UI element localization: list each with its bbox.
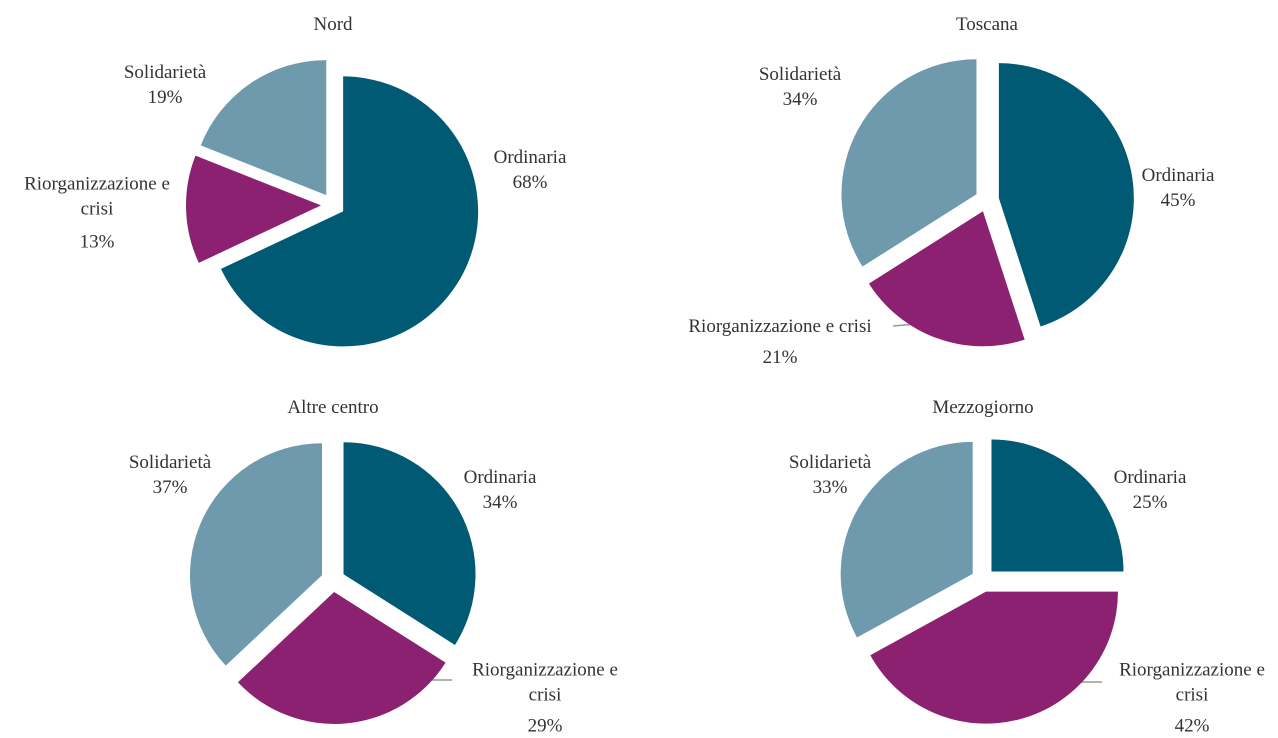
value-label: 33%: [812, 477, 848, 498]
value-label: 19%: [147, 87, 183, 108]
value-label: 34%: [482, 492, 518, 513]
pie-slice: [220, 76, 479, 347]
slice-label: Solidarietà 19%: [80, 60, 250, 110]
category-label: Riorganizzazione e crisi: [1119, 659, 1265, 706]
value-label: 29%: [527, 715, 563, 737]
slice-label: Ordinaria 45%: [1093, 163, 1263, 213]
slice-label: Riorganizzazione e crisi 13%: [10, 172, 185, 255]
slice-label: Solidarietà 33%: [745, 450, 915, 500]
pie-slice: [186, 155, 322, 263]
pie-slice: [868, 211, 1025, 347]
category-label: Ordinaria: [463, 467, 537, 488]
category-label: Riorganizzazione e crisi: [24, 173, 170, 220]
value-label: 45%: [1160, 190, 1196, 211]
pie-slice: [998, 63, 1134, 327]
category-label: Solidarietà: [758, 64, 842, 85]
pie-slice: [840, 441, 973, 638]
slice-label: Ordinaria 68%: [445, 145, 615, 195]
category-label: Ordinaria: [493, 147, 567, 168]
category-label: Solidarietà: [123, 62, 207, 83]
category-label: Riorganizzazione e crisi: [472, 659, 618, 706]
value-label: 25%: [1132, 492, 1168, 513]
slice-label: Ordinaria 34%: [415, 465, 585, 515]
value-label: 21%: [762, 347, 798, 368]
chart-title: Mezzogiorno: [932, 397, 1034, 418]
pie-slice: [870, 591, 1118, 724]
chart-title: Altre centro: [287, 397, 379, 418]
chart-title: Nord: [313, 14, 353, 35]
category-label: Solidarietà: [128, 452, 212, 473]
category-label: Solidarietà: [788, 452, 872, 473]
category-label: Ordinaria: [1141, 165, 1215, 186]
pie-slice: [841, 59, 977, 267]
pie-slice: [189, 443, 322, 666]
slice-label: Riorganizzazione e crisi 42%: [1105, 658, 1278, 738]
slice-label: Solidarietà 37%: [85, 450, 255, 500]
chart-title: Toscana: [956, 14, 1018, 35]
pie-slice: [200, 60, 327, 196]
slice-label: Solidarietà 34%: [715, 62, 885, 112]
value-label: 42%: [1174, 715, 1210, 737]
category-label: Ordinaria: [1113, 467, 1187, 488]
slice-label: Riorganizzazione e crisi 29%: [458, 658, 633, 738]
pie-slice: [991, 439, 1124, 572]
value-label: 34%: [782, 89, 818, 110]
value-label: 68%: [512, 172, 548, 193]
value-label: 13%: [79, 231, 115, 253]
slice-label: Riorganizzazione e crisi 21%: [675, 314, 885, 370]
slice-label: Ordinaria 25%: [1065, 465, 1235, 515]
pie-slice: [237, 591, 446, 724]
pie-slice: [343, 442, 476, 645]
category-label: Riorganizzazione e crisi: [688, 316, 872, 337]
value-label: 37%: [152, 477, 188, 498]
